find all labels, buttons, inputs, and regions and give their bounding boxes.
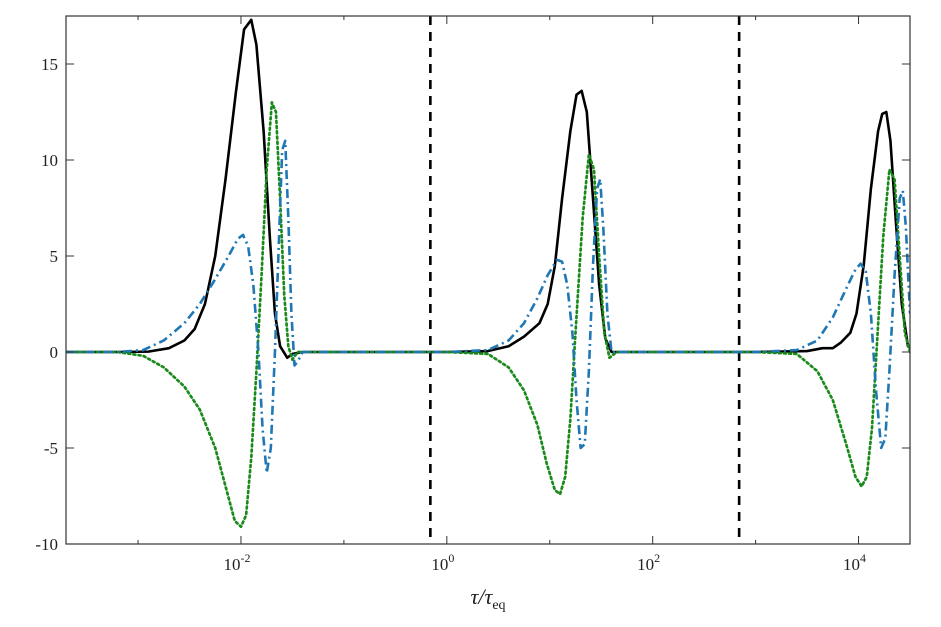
y-tick-label: 15 xyxy=(41,55,58,74)
reference-lines xyxy=(429,16,741,544)
y-tick-label: 10 xyxy=(41,151,58,170)
x-tick-label: 104 xyxy=(843,551,866,574)
x-tick-label: 102 xyxy=(637,551,660,574)
y-tick-label: -10 xyxy=(35,535,58,554)
x-tick-label: 100 xyxy=(431,551,454,574)
x-axis-label: τ/τeq xyxy=(470,584,505,613)
series-solid-line xyxy=(66,18,910,360)
tick-labels-group: -10 -5 0 5 10 15 10-2 100 102 104 xyxy=(35,55,866,574)
x-tick-label: 10-2 xyxy=(223,551,250,574)
series-dashdot-line xyxy=(66,139,910,475)
plot-frame xyxy=(65,15,911,545)
y-tick-label: 0 xyxy=(50,343,59,362)
plot-background xyxy=(66,16,910,544)
y-tick-label: 5 xyxy=(50,247,59,266)
series-dotted-line xyxy=(66,101,910,529)
y-tick-label: -5 xyxy=(44,439,58,458)
series-group xyxy=(66,18,910,529)
